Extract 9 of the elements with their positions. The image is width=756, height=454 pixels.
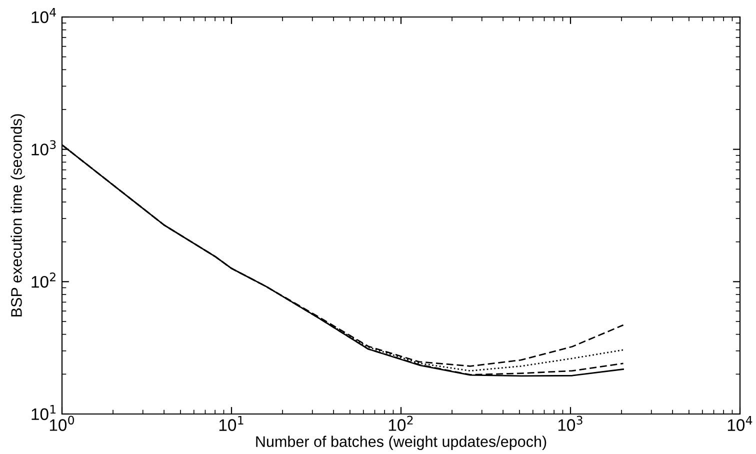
- x-tick-label: 10$^{1}$: [219, 416, 244, 431]
- x-tick-label: 10$^{4}$: [728, 416, 752, 431]
- x-tick-label: 10$^{2}$: [388, 416, 413, 431]
- y-tick-label: 10$^{3}$: [32, 140, 56, 156]
- y-tick-label: 10$^{4}$: [32, 8, 56, 24]
- x-tick-label: 10$^{3}$: [558, 416, 582, 431]
- y-axis-title: BSP execution time (seconds): [10, 114, 25, 316]
- y-tick-label: 10$^{2}$: [32, 272, 56, 288]
- x-axis-title: Number of batches (weight updates/epoch): [256, 436, 546, 450]
